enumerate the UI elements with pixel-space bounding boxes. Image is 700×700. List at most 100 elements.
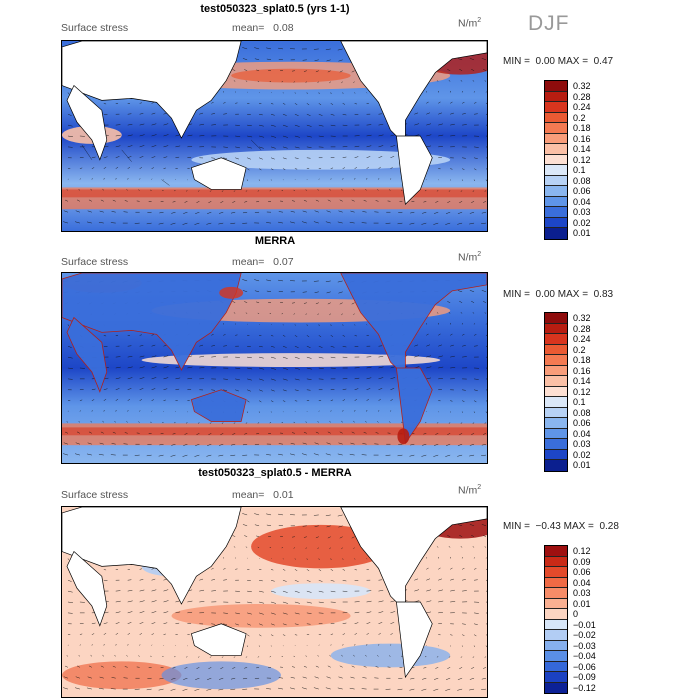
wind-vector [244,69,248,71]
wind-vector [339,665,343,668]
colorbar-tick-label: 0.01 [573,460,591,470]
wind-vector [326,210,331,213]
wind-vector [378,622,383,624]
wind-vector [313,453,319,456]
wind-vector [390,399,393,401]
wind-vector [366,388,371,390]
wind-vector [474,389,478,391]
map-svg [62,507,487,697]
wind-vector [151,600,157,603]
wind-vector [195,677,200,680]
wind-vector [139,611,145,614]
wind-vector [199,578,204,581]
wind-vector [447,433,451,435]
wind-vector [436,656,439,658]
wind-vector [301,221,307,224]
wind-vector [471,69,475,71]
wind-vector [139,600,145,603]
wind-vector [314,59,319,61]
wind-vector [223,389,227,391]
wind-vector [278,211,283,213]
wind-vector [254,524,260,527]
wind-vector [436,190,439,192]
wind-vector [124,432,128,434]
wind-vector [247,590,252,593]
wind-vector [247,378,252,381]
colorbar-segment [545,546,567,557]
wind-vector [207,443,212,446]
colorbar-segment [545,460,567,471]
wind-vector [426,333,429,336]
wind-vector [233,312,236,314]
wind-vector [100,431,104,434]
wind-vector [378,632,381,635]
wind-vector [318,346,323,348]
min-max-readout: MIN = 0.00 MAX = 0.83 [503,289,614,300]
wind-vector [459,535,463,537]
colorbar-tick-label: 0.32 [573,81,591,91]
wind-vector [378,600,384,603]
wind-vector [294,114,299,116]
colorbar-tick-label: 0.01 [573,228,591,238]
wind-vector [318,590,324,593]
wind-vector [111,677,116,679]
wind-vector [139,366,145,369]
wind-vector [247,168,250,171]
wind-vector [235,612,240,615]
colorbar-segment [545,91,567,102]
wind-vector [438,612,443,614]
colorbar-segment [545,344,567,355]
wind-vector [306,612,312,614]
wind-vector [196,667,200,669]
colorbar-tick-label: 0.1 [573,165,586,175]
wind-vector [115,388,120,390]
colorbar-segment [545,682,567,693]
wind-vector [282,157,287,160]
wind-vector [199,344,204,347]
wind-vector [474,623,478,625]
wind-vector [317,189,319,191]
wind-vector [269,656,272,658]
wind-vector [462,345,466,347]
wind-vector [306,335,310,338]
wind-vector [230,443,236,446]
colorbar-segment [545,186,567,197]
wind-vector [325,514,331,517]
wind-vector [74,687,80,690]
wind-vector [318,580,323,582]
wind-vector [351,70,355,73]
wind-vector [100,665,104,668]
wind-vector [266,290,272,293]
wind-vector [232,667,236,669]
wind-vector [447,535,451,537]
wind-vector [390,611,396,614]
wind-vector [211,579,216,581]
wind-vector [175,611,181,614]
wind-vector [269,190,272,192]
wind-vector [258,623,263,626]
wind-vector [67,114,72,116]
wind-vector [481,688,487,690]
wind-vector [270,146,276,149]
wind-vector [294,601,300,604]
colorbar-segment [545,651,567,662]
wind-vector [151,568,154,570]
wind-vector [294,623,299,625]
wind-vector [433,222,439,225]
wind-vector [354,399,358,401]
colorbar-tick-label: 0.03 [573,207,591,217]
wind-vector [483,201,487,203]
wind-vector [194,222,200,225]
wind-vector [270,400,274,403]
wind-vector [390,156,395,158]
wind-vector [163,622,168,624]
wind-vector [349,453,355,456]
mean-label: mean= 0.07 [232,256,294,268]
wind-vector [448,422,451,424]
colorbar-segment [545,672,567,683]
wind-vector [270,389,275,392]
wind-vector [471,433,475,435]
wind-vector [473,102,477,104]
wind-vector [126,421,128,423]
wind-vector [330,356,336,359]
